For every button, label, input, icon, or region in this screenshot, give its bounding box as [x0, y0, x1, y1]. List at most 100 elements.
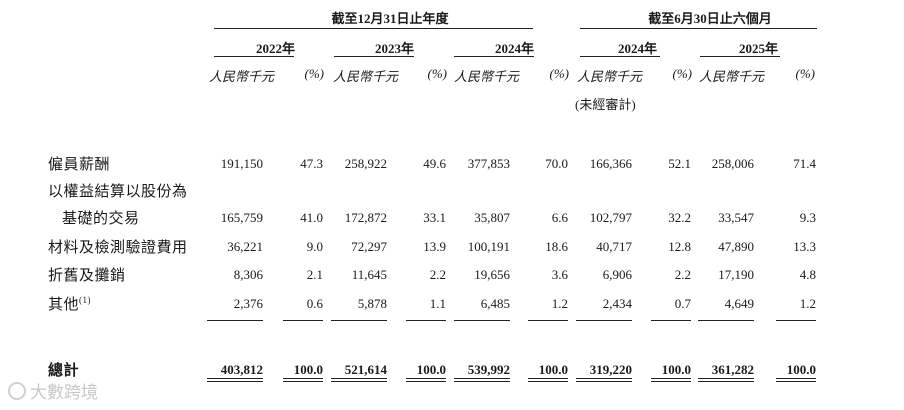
total-double-rule — [528, 378, 568, 382]
year-header-2023: 2023年 — [374, 41, 414, 56]
total-cell: 319,220 — [589, 362, 632, 377]
row-label-text: 僱員薪酬 — [48, 157, 111, 173]
table-cell: 47,890 — [718, 239, 754, 254]
subtotal-rule — [576, 320, 632, 321]
table-cell: 13.3 — [793, 239, 816, 254]
table-cell: 70.0 — [545, 156, 568, 171]
table-cell: 71.4 — [793, 156, 816, 171]
total-cell: 539,992 — [467, 362, 510, 377]
total-cell: 100.0 — [293, 362, 323, 377]
table-cell: 3.6 — [551, 267, 568, 282]
total-cell: 403,812 — [220, 362, 263, 377]
table-cell: 33,547 — [718, 210, 754, 225]
row-label: 材料及檢測驗證費用 — [48, 236, 188, 257]
unit-rmb-2025-h1: 人民幣千元 — [698, 69, 764, 84]
unit-rmb-2023: 人民幣千元 — [332, 69, 398, 84]
table-cell: 2.2 — [429, 267, 446, 282]
table-cell: 9.3 — [799, 210, 816, 225]
total-label: 總計 — [48, 363, 80, 379]
table-cell: 2,434 — [602, 296, 632, 311]
table-cell: 1.2 — [551, 296, 568, 311]
subtotal-rule — [698, 320, 754, 321]
table-cell: 191,150 — [220, 156, 263, 171]
table-cell: 9.0 — [306, 239, 323, 254]
table-cell: 47.3 — [300, 156, 323, 171]
total-cell: 100.0 — [538, 362, 568, 377]
table-cell: 2,376 — [233, 296, 263, 311]
row-label: 僱員薪酬 — [48, 153, 110, 174]
table-cell: 0.6 — [306, 296, 323, 311]
table-cell: 172,872 — [344, 210, 387, 225]
table-cell: 49.6 — [423, 156, 446, 171]
table-cell: 17,190 — [718, 267, 754, 282]
table-cell: 166,366 — [589, 156, 632, 171]
year-header-2024: 2024年 — [494, 41, 534, 56]
table-cell: 41.0 — [300, 210, 323, 225]
unit-pct-2025-h1: (%) — [795, 66, 816, 81]
total-double-rule — [576, 378, 632, 382]
table-cell: 4,649 — [724, 296, 754, 311]
table-cell: 6,485 — [480, 296, 510, 311]
group-header-fy-rule — [214, 28, 533, 29]
table-cell: 35,807 — [474, 210, 510, 225]
table-cell: 18.6 — [545, 239, 568, 254]
year-header-2025-h1: 2025年 — [738, 41, 778, 56]
footnote-marker: (1) — [79, 295, 92, 305]
row-label: 折舊及攤銷 — [48, 264, 126, 285]
table-cell: 102,797 — [589, 210, 632, 225]
total-double-rule — [331, 378, 387, 382]
table-cell: 33.1 — [423, 210, 446, 225]
subtotal-rule — [776, 320, 816, 321]
total-double-rule — [651, 378, 691, 382]
table-cell: 40,717 — [596, 239, 632, 254]
table-cell: 0.7 — [674, 296, 691, 311]
year-rule-2024-h1 — [580, 56, 660, 57]
group-header-fiscal-year: 截至12月31日止年度 — [331, 11, 449, 26]
table-cell: 36,221 — [227, 239, 263, 254]
total-double-rule — [207, 378, 263, 382]
year-rule-2023 — [334, 56, 414, 57]
unit-pct-2022: (%) — [304, 66, 325, 81]
total-double-rule — [406, 378, 446, 382]
table-cell: 72,297 — [351, 239, 387, 254]
total-double-rule — [454, 378, 510, 382]
row-label-text: 其他 — [48, 297, 80, 313]
total-cell: 100.0 — [661, 362, 691, 377]
unit-pct-2023: (%) — [427, 66, 448, 81]
table-cell: 1.1 — [429, 296, 446, 311]
unit-pct-2024-h1: (%) — [672, 66, 693, 81]
row-label: 其他(1) — [48, 293, 91, 314]
table-cell: 19,656 — [474, 267, 510, 282]
subtotal-rule — [454, 320, 510, 321]
subtotal-rule — [331, 320, 387, 321]
subtotal-rule — [528, 320, 568, 321]
subtotal-rule — [406, 320, 446, 321]
table-cell: 2.1 — [306, 267, 323, 282]
row-label-text: 折舊及攤銷 — [48, 268, 126, 284]
table-cell: 32.2 — [668, 210, 691, 225]
watermark-text: 大數跨境 — [30, 383, 98, 403]
group-header-six-months: 截至6月30日止六個月 — [648, 11, 772, 26]
table-cell: 52.1 — [668, 156, 691, 171]
watermark-logo-icon — [8, 381, 26, 400]
row-label-text: 材料及檢測驗證費用 — [48, 240, 188, 256]
year-rule-2025-h1 — [700, 56, 780, 57]
table-cell: 377,853 — [467, 156, 510, 171]
unit-rmb-2022: 人民幣千元 — [208, 69, 274, 84]
year-header-2022: 2022年 — [255, 41, 295, 56]
table-cell: 100,191 — [467, 239, 510, 254]
table-cell: 165,759 — [220, 210, 263, 225]
row-label: 以權益結算以股份為 — [48, 180, 188, 201]
table-cell: 4.8 — [799, 267, 816, 282]
table-cell: 258,006 — [711, 156, 754, 171]
year-rule-2024 — [454, 56, 534, 57]
table-cell: 13.9 — [423, 239, 446, 254]
watermark: 大數跨境 — [8, 378, 98, 403]
table-cell: 6,906 — [602, 267, 632, 282]
total-double-rule — [698, 378, 754, 382]
year-header-2024-h1: 2024年 — [617, 41, 657, 56]
table-cell: 258,922 — [344, 156, 387, 171]
unit-unaudited-2024-h1: (未經審計) — [575, 97, 636, 112]
total-cell: 361,282 — [711, 362, 754, 377]
total-cell: 521,614 — [344, 362, 387, 377]
